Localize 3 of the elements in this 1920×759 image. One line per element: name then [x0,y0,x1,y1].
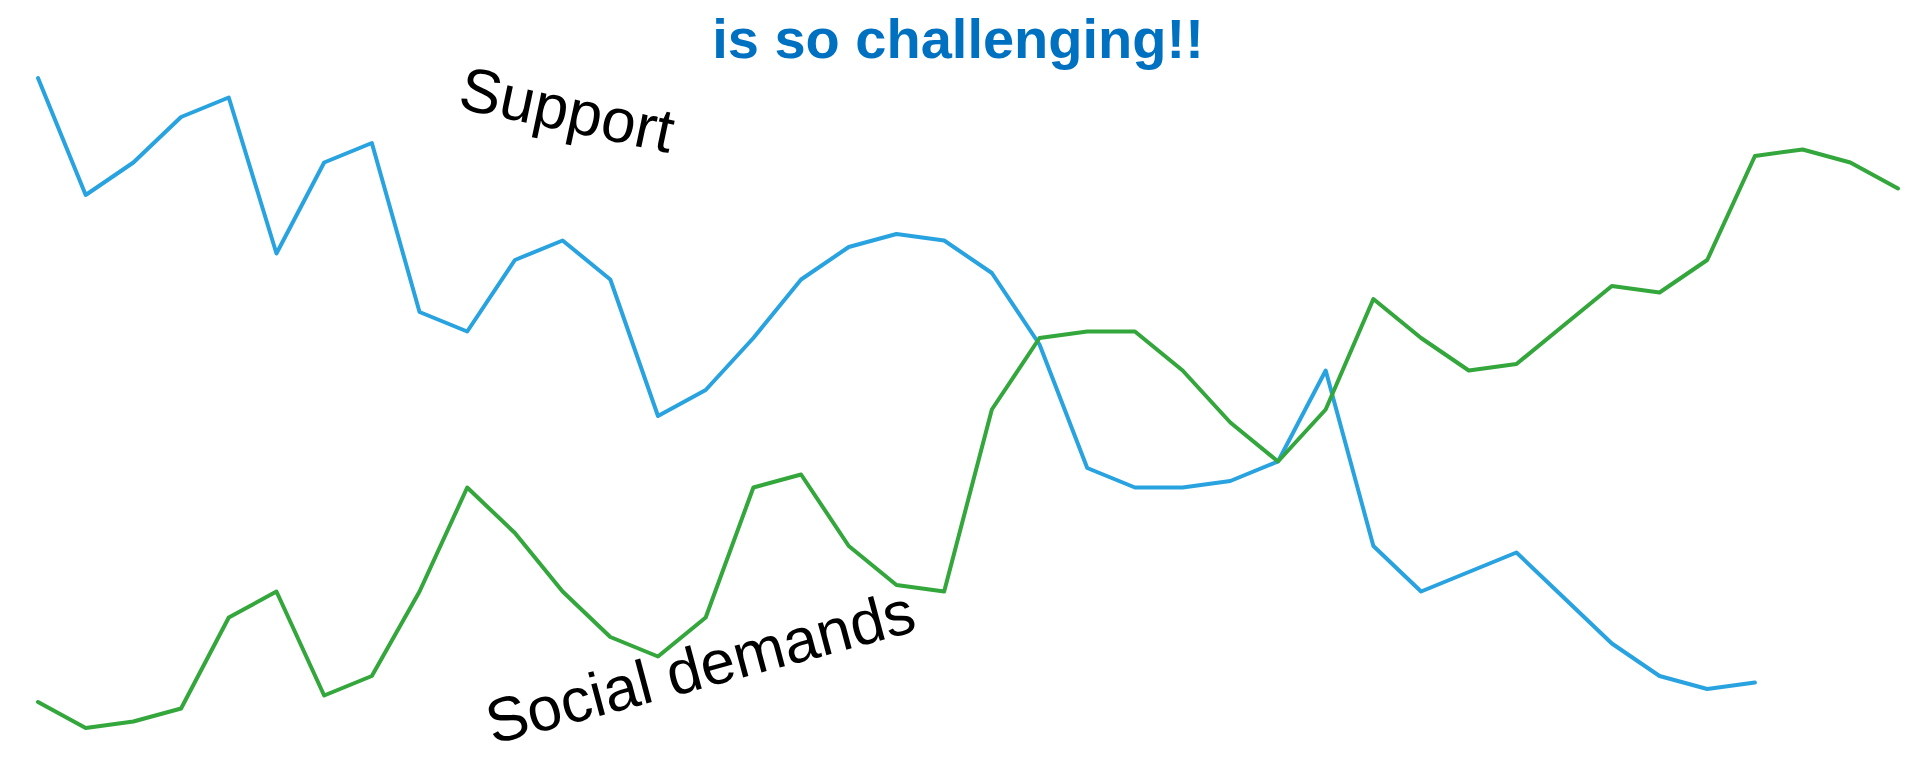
text: Support [453,53,681,166]
text: Social demands [478,576,923,758]
chart-title: is so challenging!! [712,7,1204,70]
